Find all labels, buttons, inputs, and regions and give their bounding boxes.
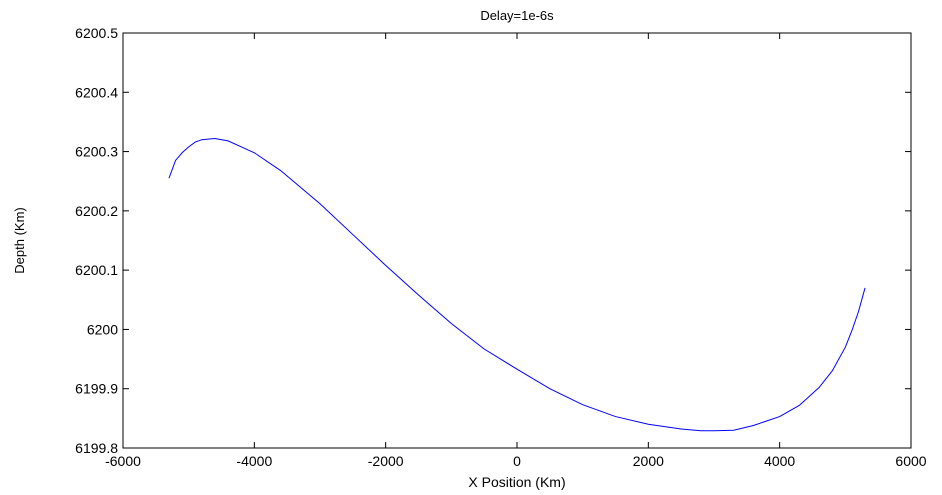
y-tick-label: 6200.2 (75, 203, 118, 219)
plot-frame (122, 32, 912, 449)
chart-title: Delay=1e-6s (480, 8, 554, 23)
y-tick-label: 6200.5 (75, 25, 118, 41)
x-tick-label: -4000 (236, 453, 272, 469)
y-axis-label: Depth (Km) (12, 207, 27, 273)
x-tick-label: -6000 (105, 453, 141, 469)
x-tick-label: 2000 (633, 453, 664, 469)
x-axis-label: X Position (Km) (468, 474, 565, 490)
y-tick-label: 6200.3 (75, 144, 118, 160)
series-line (168, 138, 866, 432)
y-tick-label: 6200.1 (75, 262, 118, 278)
x-tick-label: 6000 (895, 453, 926, 469)
y-tick-label: 6199.9 (75, 381, 118, 397)
y-tick-label: 6200.4 (75, 84, 118, 100)
x-tick-label: 4000 (764, 453, 795, 469)
x-tick-label: -2000 (368, 453, 404, 469)
x-tick-label: 0 (513, 453, 521, 469)
y-tick-label: 6200 (87, 321, 118, 337)
y-tick-label: 6199.8 (75, 440, 118, 456)
